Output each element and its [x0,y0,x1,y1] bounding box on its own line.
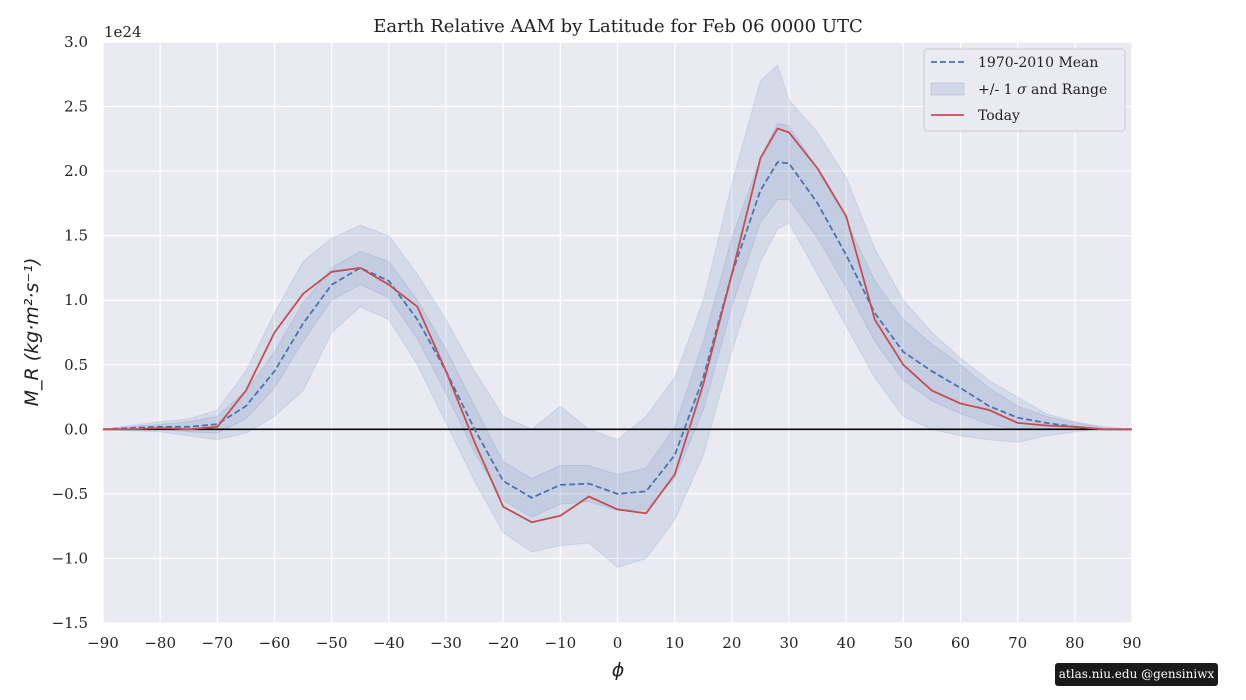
x-tick-label: −40 [373,634,405,652]
legend-mean-label: 1970-2010 Mean [978,55,1098,71]
y-offset-label: 1e24 [104,23,142,41]
x-tick-labels: −90 −80 −70 −60 −50 −40 −30 −20 −10 0 10 20 30 40 50 60… [87,634,1141,652]
x-tick-label: −90 [87,634,119,652]
y-tick-label: 3.0 [64,33,88,51]
y-tick-label: 2.5 [64,98,88,116]
legend: 1970-2010 Mean +/- 1 σ and Range Today [923,48,1126,132]
x-tick-label: −10 [545,634,577,652]
x-tick-label: 60 [951,634,970,652]
legend-band-swatch [930,82,965,96]
x-tick-label: 40 [837,634,856,652]
x-tick-label: −60 [259,634,291,652]
x-tick-label: 30 [779,634,798,652]
x-tick-label: 10 [665,634,684,652]
x-tick-label: 0 [613,634,623,652]
credit-badge: atlas.niu.edu @gensiniwx [1055,663,1218,686]
today-series-line [103,127,1132,524]
y-tick-label: 1.5 [64,227,88,245]
y-tick-labels: −1.5 −1.0 −0.5 0.0 0.5 1.0 1.5 2.0 2.5 3.0 [52,33,88,632]
y-tick-label: 1.0 [64,291,88,309]
x-tick-label: 70 [1008,634,1027,652]
x-axis-label: ϕ [612,659,625,681]
y-tick-label: −1.0 [52,549,88,567]
mean-series-line [102,161,1132,499]
y-tick-label: 2.0 [64,162,88,180]
x-tick-label: −20 [487,634,519,652]
y-axis-label: M_R (kg·m²·s⁻¹) [21,258,43,407]
x-tick-label: −70 [202,634,234,652]
series-lines [102,127,1132,524]
legend-today-label: Today [978,108,1020,124]
y-tick-label: −1.5 [52,614,88,632]
x-tick-label: 50 [894,634,913,652]
y-tick-label: 0.0 [64,420,88,438]
y-tick-label: −0.5 [52,485,88,503]
x-tick-label: −50 [316,634,348,652]
x-tick-label: −80 [144,634,176,652]
y-tick-label: 0.5 [64,356,88,374]
legend-band-label: +/- 1 σ and Range [978,82,1107,98]
x-tick-label: 80 [1065,634,1084,652]
x-tick-label: 20 [722,634,741,652]
x-tick-label: −30 [430,634,462,652]
chart-title: Earth Relative AAM by Latitude for Feb 0… [373,16,863,37]
legend-box [923,48,1126,132]
x-tick-label: 90 [1122,634,1141,652]
